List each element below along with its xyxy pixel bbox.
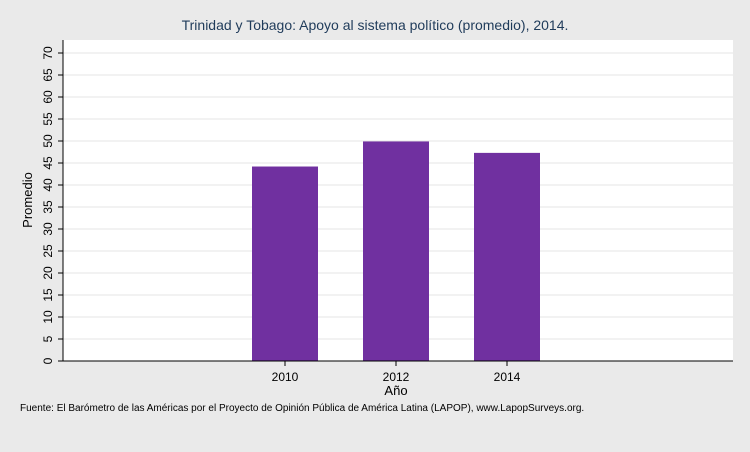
y-tick-label: 20: [41, 266, 55, 280]
y-ticks: 0 5 10 15 20 25 30 35 40 45 50 55 60 65 70: [41, 46, 63, 364]
x-ticks: 2010 2012 2014: [272, 361, 521, 384]
y-tick-label: 55: [41, 112, 55, 126]
y-tick-label: 5: [41, 335, 55, 342]
y-tick-label: 30: [41, 222, 55, 236]
y-tick-label: 60: [41, 90, 55, 104]
x-tick-label: 2010: [272, 370, 299, 384]
bar-2010: [252, 166, 318, 361]
y-tick-label: 45: [41, 156, 55, 170]
x-axis-label: Año: [384, 383, 407, 398]
y-axis-label: Promedio: [20, 172, 35, 228]
y-tick-label: 50: [41, 134, 55, 148]
y-tick-label: 70: [41, 46, 55, 60]
y-tick-label: 25: [41, 244, 55, 258]
y-tick-label: 40: [41, 178, 55, 192]
bar-2012: [363, 141, 429, 361]
source-note: Fuente: El Barómetro de las Américas por…: [20, 403, 584, 414]
bars: [252, 141, 540, 361]
y-tick-label: 0: [41, 357, 55, 364]
bar-2014: [474, 152, 540, 361]
x-tick-label: 2014: [494, 370, 521, 384]
y-tick-label: 35: [41, 200, 55, 214]
chart-title: Trinidad y Tobago: Apoyo al sistema polí…: [182, 17, 569, 33]
x-tick-label: 2012: [383, 370, 410, 384]
y-tick-label: 65: [41, 68, 55, 82]
y-tick-label: 15: [41, 288, 55, 302]
y-tick-label: 10: [41, 310, 55, 324]
